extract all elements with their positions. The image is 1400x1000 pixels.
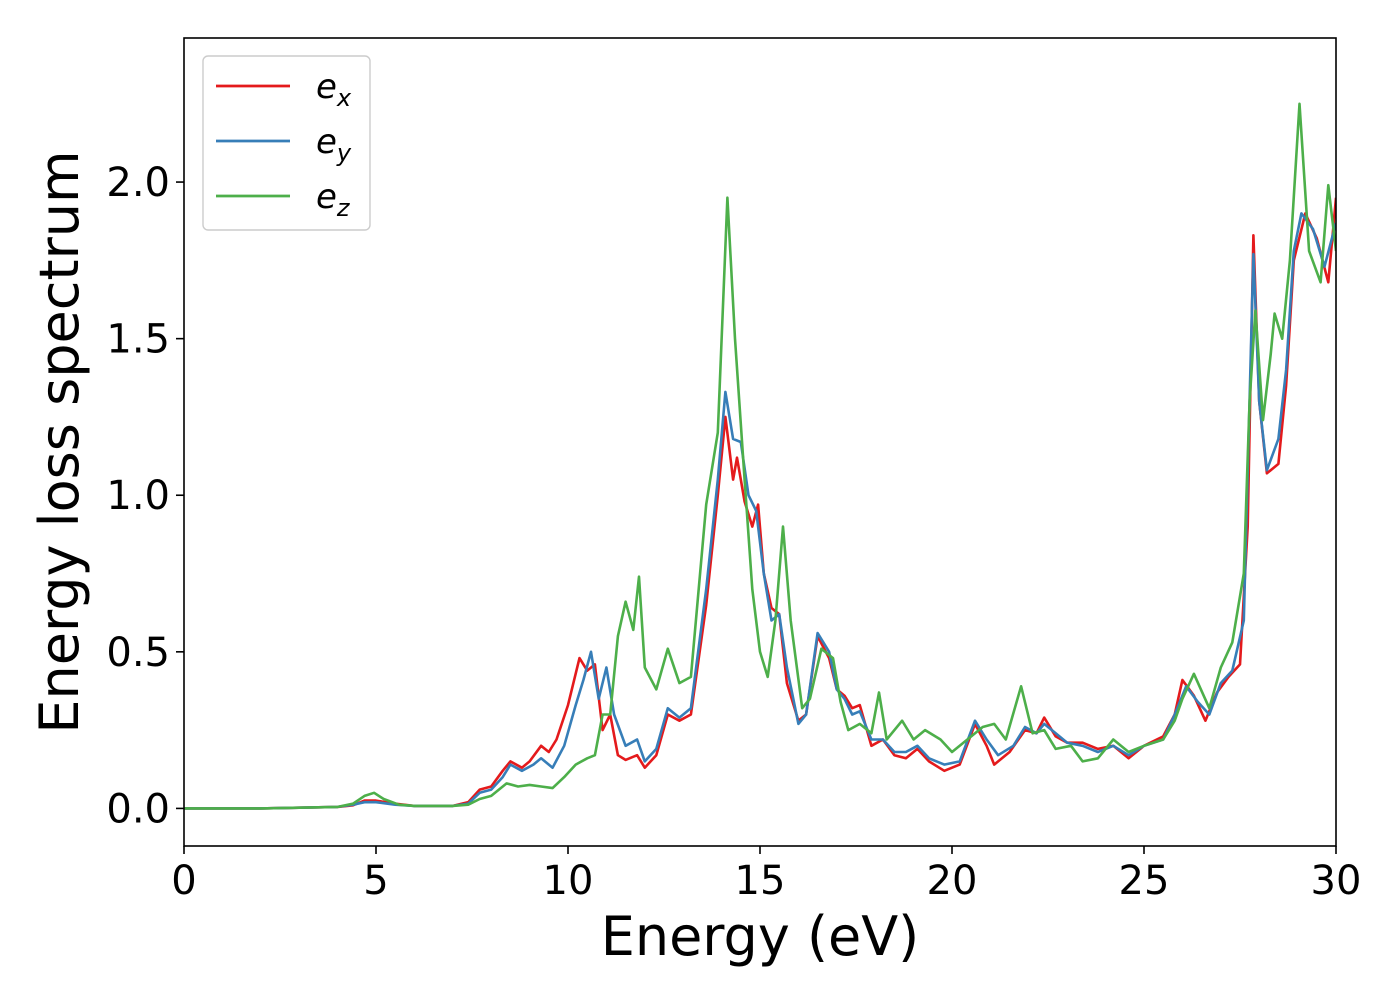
legend-label: ex [316,67,352,112]
y-tick-label: 1.5 [106,317,170,363]
x-axis: 0 5 10 15 20 25 30 [171,846,1361,904]
x-tick-label: 30 [1311,858,1362,904]
series-line-e-z [184,102,1336,810]
x-tick-label: 0 [171,858,196,904]
series-line-e-x [184,197,1336,810]
y-tick-label: 2.0 [106,160,170,206]
x-tick-label: 25 [1119,858,1170,904]
x-tick-label: 15 [735,858,786,904]
y-tick-label: 0.0 [106,786,170,832]
x-tick-label: 5 [363,858,388,904]
legend-box [202,55,371,231]
legend-label: ez [316,177,351,222]
y-axis-label: Energy loss spectrum [28,150,91,733]
x-tick-label: 20 [927,858,978,904]
legend-label: ey [316,122,352,167]
y-axis: 0.0 0.5 1.0 1.5 2.0 [106,160,184,832]
x-axis-label: Energy (eV) [601,905,920,968]
series-line-e-y [184,212,1336,810]
legend: ex ey ez [202,55,371,231]
x-tick-label: 10 [543,858,594,904]
series-layer [184,102,1336,810]
y-tick-label: 0.5 [106,630,170,676]
y-tick-label: 1.0 [106,473,170,519]
